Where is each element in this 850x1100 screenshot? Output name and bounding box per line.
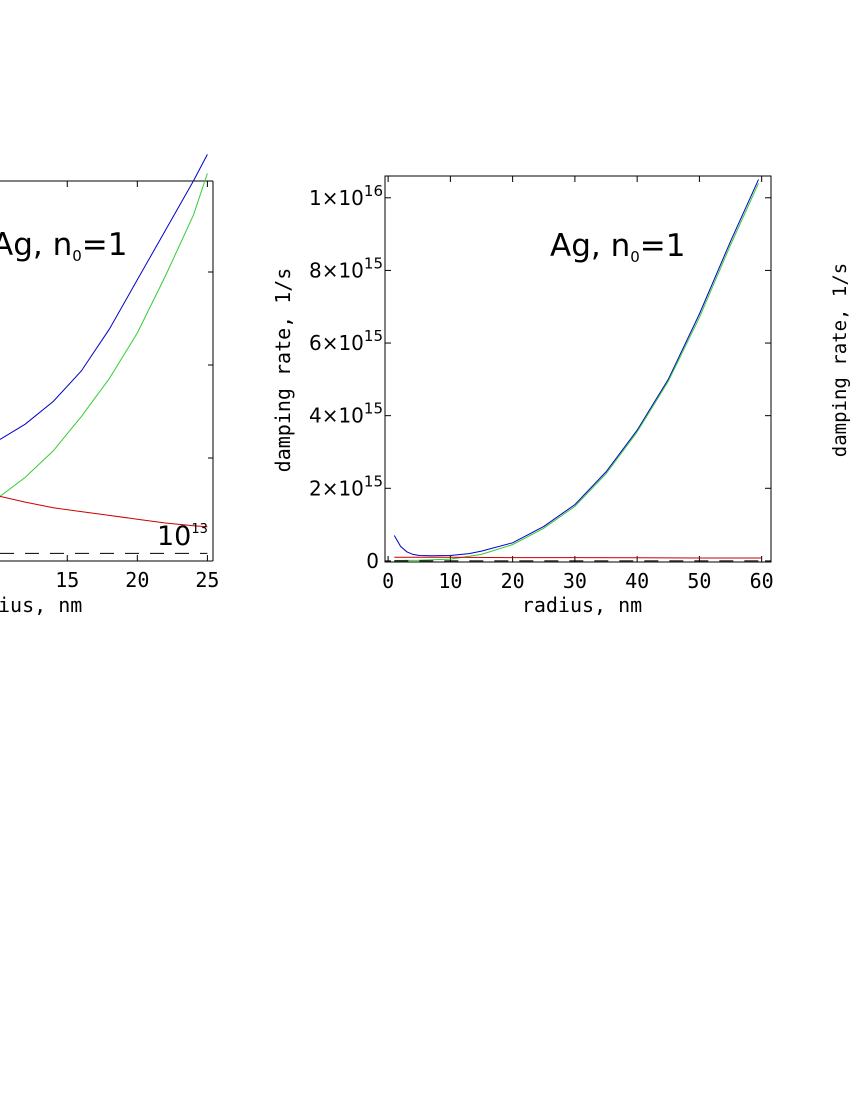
left-x-tick-label: 15 — [55, 568, 79, 592]
left-x-tick-label: 25 — [195, 568, 219, 592]
center-panel-annotation: Ag, n0=1 — [550, 228, 686, 266]
center-x-tick-label: 0 — [382, 569, 394, 593]
center-y-tick-label: 4×1015 — [309, 400, 383, 428]
center-x-axis-label: radius, nm — [522, 593, 642, 617]
right-panel: damping rate, 1/s — [829, 263, 850, 457]
left-x-tick-label: 20 — [125, 568, 149, 592]
center-x-tick-label: 40 — [625, 569, 649, 593]
left-series-line-1 — [0, 154, 208, 440]
left-x-axis-label: ius, nm — [0, 593, 82, 617]
left-series-line-3 — [0, 495, 208, 528]
center-y-axis-label: damping rate, 1/s — [271, 268, 295, 473]
right-y-axis-label: damping rate, 1/s — [829, 263, 850, 457]
center-x-tick-label: 50 — [687, 569, 711, 593]
center-x-tick-label: 60 — [750, 569, 774, 593]
center-series-line-3 — [394, 556, 762, 559]
center-x-tick-label: 10 — [438, 569, 462, 593]
center-x-tick-label: 20 — [501, 569, 525, 593]
left-inline-series-label: 1013 — [157, 521, 208, 552]
center-series-line-1 — [393, 179, 759, 557]
center-plot-frame — [384, 175, 772, 563]
left-right-axis-ticks — [208, 271, 213, 459]
center-panel: 0 10 20 30 40 50 60 0 2×1015 4×1015 6×1015 8×1015 1… — [271, 175, 774, 617]
left-x-tick-labels: 15 20 25 — [55, 568, 219, 592]
left-x-ticks — [66, 181, 208, 561]
center-y-tick-label: 6×1015 — [309, 327, 383, 355]
left-series-lines — [0, 154, 208, 554]
center-y-tick-labels: 0 2×1015 4×1015 6×1015 8×1015 1×1016 — [309, 182, 383, 573]
left-series-line-2 — [0, 173, 208, 497]
center-y-tick-label: 1×1016 — [309, 182, 383, 210]
center-x-tick-label: 30 — [563, 569, 587, 593]
center-series-lines — [393, 179, 762, 562]
left-panel-annotation: Ag, n0=1 — [0, 227, 128, 265]
center-y-tick-label: 8×1015 — [309, 254, 383, 282]
center-y-tick-label: 2×1015 — [309, 472, 383, 500]
center-series-line-2 — [394, 183, 759, 561]
left-panel: 15 20 25 ius, nm Ag, n0=1 1013 — [0, 154, 219, 617]
center-y-tick-label: 0 — [366, 549, 379, 573]
center-x-tick-labels: 0 10 20 30 40 50 60 — [382, 569, 774, 593]
